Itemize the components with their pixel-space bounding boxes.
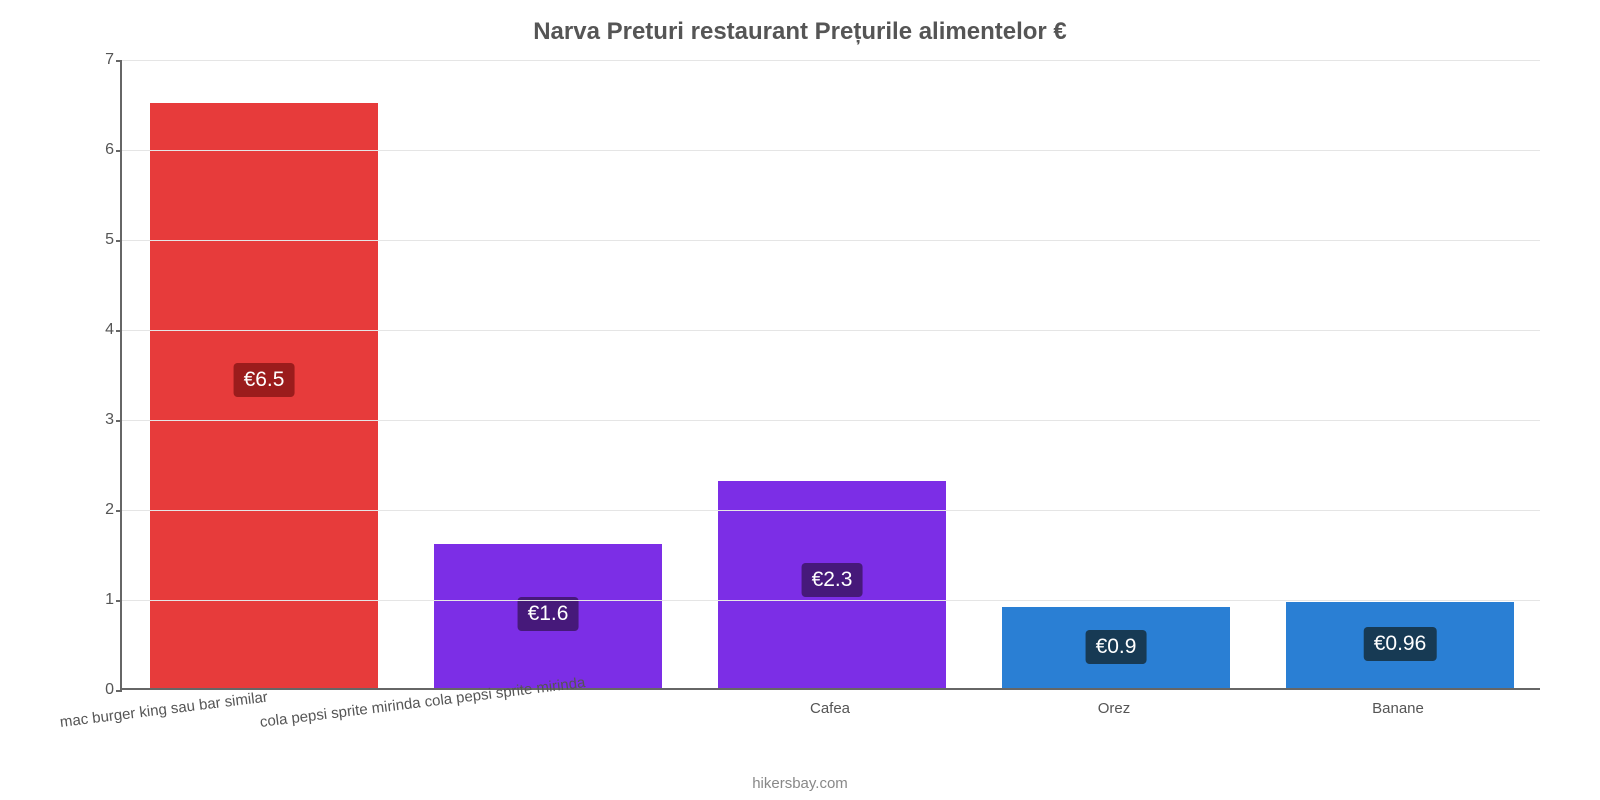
price-bar-chart: Narva Preturi restaurant Prețurile alime… bbox=[0, 0, 1600, 800]
y-tick-mark bbox=[116, 150, 122, 152]
grid-line bbox=[122, 240, 1540, 241]
y-tick-mark bbox=[116, 60, 122, 62]
x-axis-labels: mac burger king sau bar similarcola peps… bbox=[120, 696, 1540, 756]
y-tick-mark bbox=[116, 600, 122, 602]
y-tick-label: 5 bbox=[82, 231, 114, 249]
x-tick-label: Orez bbox=[1098, 700, 1131, 717]
y-tick-label: 0 bbox=[82, 681, 114, 699]
bar-value-label: €6.5 bbox=[234, 363, 295, 397]
bar-value-label: €1.6 bbox=[518, 597, 579, 631]
y-tick-label: 7 bbox=[82, 51, 114, 69]
bar-value-label: €0.9 bbox=[1086, 630, 1147, 664]
y-tick-mark bbox=[116, 240, 122, 242]
grid-line bbox=[122, 420, 1540, 421]
y-tick-label: 3 bbox=[82, 411, 114, 429]
grid-line bbox=[122, 510, 1540, 511]
bar-value-label: €2.3 bbox=[802, 563, 863, 597]
y-tick-mark bbox=[116, 510, 122, 512]
grid-line bbox=[122, 330, 1540, 331]
x-tick-label: Banane bbox=[1372, 700, 1424, 717]
y-tick-label: 6 bbox=[82, 141, 114, 159]
y-tick-label: 1 bbox=[82, 591, 114, 609]
y-tick-mark bbox=[116, 690, 122, 692]
grid-line bbox=[122, 60, 1540, 61]
y-tick-label: 2 bbox=[82, 501, 114, 519]
bars-container: €6.5 €1.6 €2.3 €0.9 €0.96 bbox=[122, 60, 1540, 688]
y-tick-label: 4 bbox=[82, 321, 114, 339]
grid-line bbox=[122, 600, 1540, 601]
y-tick-mark bbox=[116, 420, 122, 422]
y-tick-mark bbox=[116, 330, 122, 332]
chart-title: Narva Preturi restaurant Prețurile alime… bbox=[0, 18, 1600, 46]
grid-line bbox=[122, 150, 1540, 151]
x-tick-label: Cafea bbox=[810, 700, 850, 717]
plot-area: €6.5€1.6€2.3€0.9€0.96 01234567 bbox=[120, 60, 1540, 690]
chart-footer: hikersbay.com bbox=[0, 775, 1600, 792]
bar-value-label: €0.96 bbox=[1364, 627, 1437, 661]
